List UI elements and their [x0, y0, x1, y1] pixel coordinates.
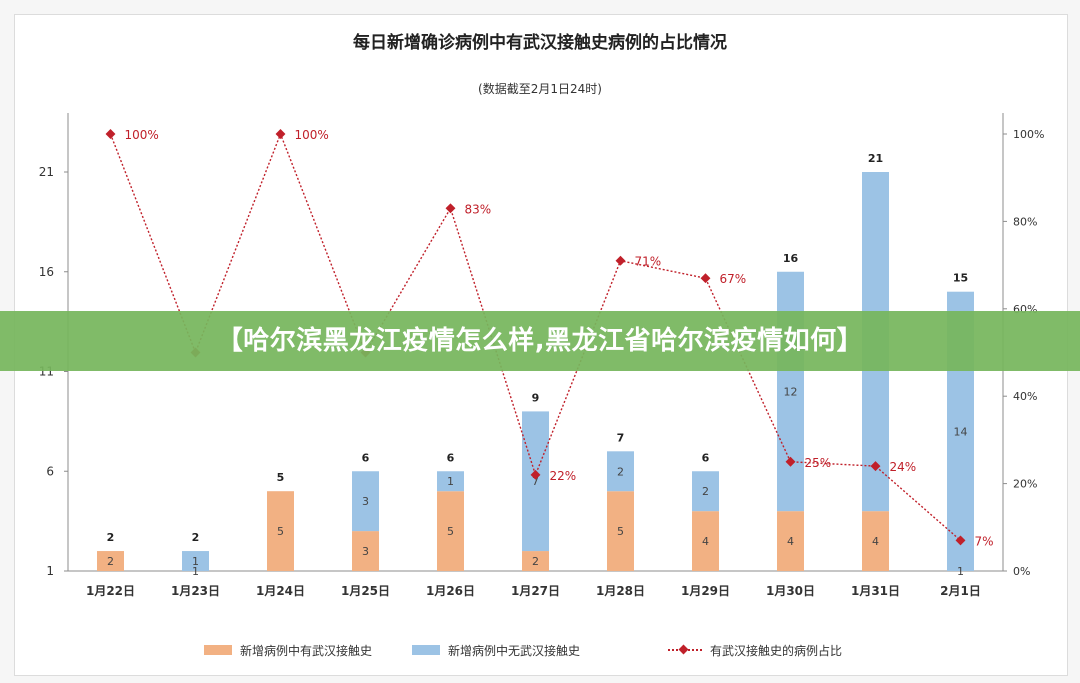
bar-segment-label: 2 — [617, 465, 624, 478]
bar-without-contact — [437, 471, 464, 492]
ratio-label: 100% — [125, 128, 159, 142]
chart-legend: 新增病例中有武汉接触史 新增病例中无武汉接触史 有武汉接触史的病例占比 — [0, 640, 1080, 662]
ratio-point — [445, 203, 456, 214]
bar-segment-label: 1 — [192, 555, 199, 568]
x-tick-label: 1月31日 — [851, 584, 900, 598]
ratio-point — [530, 469, 541, 480]
y-left-tick-label: 16 — [39, 265, 54, 279]
ratio-label: 25% — [805, 456, 832, 470]
legend-item-with-contact: 新增病例中有武汉接触史 — [204, 640, 372, 660]
ratio-label: 71% — [635, 255, 662, 269]
x-tick-label: 1月22日 — [86, 584, 135, 598]
bar-segment-label: 1 — [957, 565, 964, 578]
bar-segment-label: 4 — [702, 535, 709, 548]
bar-segment-label: 2 — [532, 555, 539, 568]
overlay-banner: 【哈尔滨黑龙江疫情怎么样,黑龙江省哈尔滨疫情如何】 — [0, 311, 1080, 371]
bar-without-contact — [352, 471, 379, 532]
ratio-label: 22% — [550, 469, 577, 483]
bar-segment-label: 7 — [532, 475, 539, 488]
ratio-label: 7% — [975, 534, 994, 548]
x-tick-label: 2月1日 — [940, 584, 981, 598]
ratio-label: 83% — [465, 202, 492, 216]
y-left-tick-label: 1 — [46, 564, 54, 578]
bar-without-contact — [182, 551, 209, 571]
ratio-label: 67% — [720, 272, 747, 286]
bar-segment-label: 2 — [702, 485, 709, 498]
bar-segment-label: 1 — [192, 565, 199, 578]
bar-with-contact — [522, 551, 549, 571]
y-right-tick-label: 0% — [1013, 565, 1030, 578]
y-right-tick-label: 20% — [1013, 478, 1037, 491]
legend-label: 新增病例中有武汉接触史 — [240, 643, 373, 658]
y-left-tick-label: 6 — [46, 464, 54, 478]
bar-with-contact — [692, 511, 719, 571]
bar-with-contact — [777, 511, 804, 571]
legend-line-marker — [668, 645, 702, 655]
bar-segment-label: 1 — [447, 475, 454, 488]
ratio-label: 24% — [890, 460, 917, 474]
ratio-point — [615, 255, 626, 266]
ratio-point — [785, 456, 796, 467]
bar-with-contact — [352, 531, 379, 571]
legend-swatch-blue — [412, 645, 440, 655]
x-tick-label: 1月27日 — [511, 584, 560, 598]
legend-label: 新增病例中无武汉接触史 — [448, 643, 581, 658]
bar-total-label: 6 — [447, 451, 455, 464]
bar-total-label: 9 — [532, 391, 540, 404]
bar-total-label: 15 — [953, 272, 968, 285]
ratio-label: 100% — [295, 128, 329, 142]
bar-total-label: 6 — [362, 451, 370, 464]
legend-swatch-orange — [204, 645, 232, 655]
bar-segment-label: 5 — [617, 525, 624, 538]
chart-subtitle: (数据截至2月1日24时) — [478, 82, 602, 96]
ratio-point — [275, 129, 286, 139]
bar-with-contact — [862, 511, 889, 571]
legend-label: 有武汉接触史的病例占比 — [710, 643, 843, 658]
ratio-point — [955, 535, 966, 546]
legend-item-without-contact: 新增病例中无武汉接触史 — [412, 640, 580, 660]
y-right-tick-label: 80% — [1013, 215, 1037, 228]
bar-total-label: 5 — [277, 471, 285, 484]
banner-text: 【哈尔滨黑龙江疫情怎么样,黑龙江省哈尔滨疫情如何】 — [216, 326, 864, 356]
bar-segment-label: 5 — [447, 525, 454, 538]
x-tick-label: 1月23日 — [171, 584, 220, 598]
x-tick-label: 1月28日 — [596, 584, 645, 598]
bar-segment-label: 5 — [277, 525, 284, 538]
bar-without-contact — [522, 411, 549, 552]
bar-without-contact — [692, 471, 719, 512]
bar-segment-label: 4 — [787, 535, 794, 548]
bar-total-label: 6 — [702, 451, 710, 464]
bar-with-contact — [437, 491, 464, 571]
bar-total-label: 16 — [783, 252, 799, 265]
ratio-point — [700, 273, 711, 284]
bar-with-contact — [267, 491, 294, 571]
ratio-point — [105, 129, 116, 139]
bar-with-contact — [97, 551, 124, 571]
bar-with-contact — [607, 491, 634, 571]
x-tick-label: 1月26日 — [426, 584, 475, 598]
x-tick-label: 1月29日 — [681, 584, 730, 598]
bar-without-contact — [607, 451, 634, 492]
y-right-tick-label: 100% — [1013, 128, 1044, 141]
chart-title: 每日新增确诊病例中有武汉接触史病例的占比情况 — [353, 33, 727, 53]
bar-total-label: 2 — [107, 531, 115, 544]
y-right-tick-label: 40% — [1013, 390, 1037, 403]
legend-item-ratio-line: 有武汉接触史的病例占比 — [668, 640, 842, 660]
bar-total-label: 21 — [868, 152, 883, 165]
bar-segment-label: 12 — [784, 385, 798, 398]
bar-total-label: 2 — [192, 531, 200, 544]
x-tick-label: 1月25日 — [341, 584, 390, 598]
x-tick-label: 1月24日 — [256, 584, 305, 598]
bar-segment-label: 3 — [362, 545, 369, 558]
bar-segment-label: 4 — [872, 535, 879, 548]
ratio-point — [870, 461, 881, 472]
x-tick-label: 1月30日 — [766, 584, 815, 598]
bar-segment-label: 3 — [362, 495, 369, 508]
bar-total-label: 7 — [617, 431, 625, 444]
bar-segment-label: 14 — [954, 425, 968, 438]
bar-segment-label: 2 — [107, 555, 114, 568]
y-left-tick-label: 21 — [39, 165, 54, 179]
